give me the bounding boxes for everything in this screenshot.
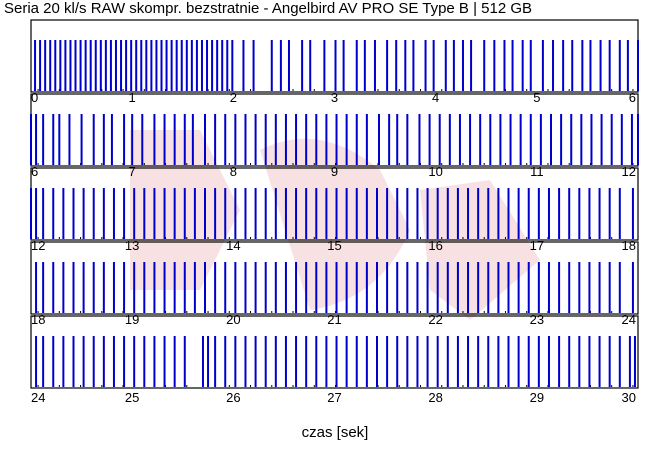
x-tick-label-4-6: 30 [622, 390, 636, 405]
x-tick-label-3-0: 18 [31, 312, 45, 327]
x-tick-label-0-0: 0 [31, 90, 38, 105]
x-tick-label-1-6: 12 [622, 164, 636, 179]
x-tick-label-2-5: 17 [530, 238, 544, 253]
x-tick-label-3-6: 24 [622, 312, 636, 327]
x-tick-label-2-4: 16 [428, 238, 442, 253]
panel-frame-0 [30, 19, 639, 93]
x-tick-label-2-1: 13 [125, 238, 139, 253]
x-tick-label-3-2: 20 [226, 312, 240, 327]
x-tick-label-4-2: 26 [226, 390, 240, 405]
x-tick-label-2-3: 15 [327, 238, 341, 253]
x-tick-label-0-2: 2 [230, 90, 237, 105]
panel-frame-4 [30, 315, 639, 389]
x-tick-label-2-0: 12 [31, 238, 45, 253]
panel-frame-3 [30, 241, 639, 315]
x-tick-label-4-3: 27 [327, 390, 341, 405]
x-tick-label-3-4: 22 [428, 312, 442, 327]
x-tick-label-3-3: 21 [327, 312, 341, 327]
x-tick-label-3-1: 19 [125, 312, 139, 327]
x-tick-label-4-4: 28 [428, 390, 442, 405]
x-tick-label-1-3: 9 [331, 164, 338, 179]
x-tick-label-4-5: 29 [530, 390, 544, 405]
x-tick-label-1-0: 6 [31, 164, 38, 179]
x-tick-label-4-1: 25 [125, 390, 139, 405]
x-tick-label-0-3: 3 [331, 90, 338, 105]
x-tick-label-3-5: 23 [530, 312, 544, 327]
x-tick-label-0-6: 6 [629, 90, 636, 105]
x-axis-label: czas [sek] [301, 424, 369, 441]
x-tick-label-4-0: 24 [31, 390, 45, 405]
x-tick-label-0-4: 4 [432, 90, 439, 105]
x-tick-label-0-5: 5 [533, 90, 540, 105]
x-tick-label-2-2: 14 [226, 238, 240, 253]
chart-title: Seria 20 kl/s RAW skompr. bezstratnie - … [4, 0, 533, 17]
x-tick-label-0-1: 1 [129, 90, 136, 105]
x-tick-label-2-6: 18 [622, 238, 636, 253]
x-tick-label-1-4: 10 [428, 164, 442, 179]
x-tick-label-1-2: 8 [230, 164, 237, 179]
x-tick-label-1-5: 11 [530, 164, 544, 179]
x-tick-label-1-1: 7 [129, 164, 136, 179]
